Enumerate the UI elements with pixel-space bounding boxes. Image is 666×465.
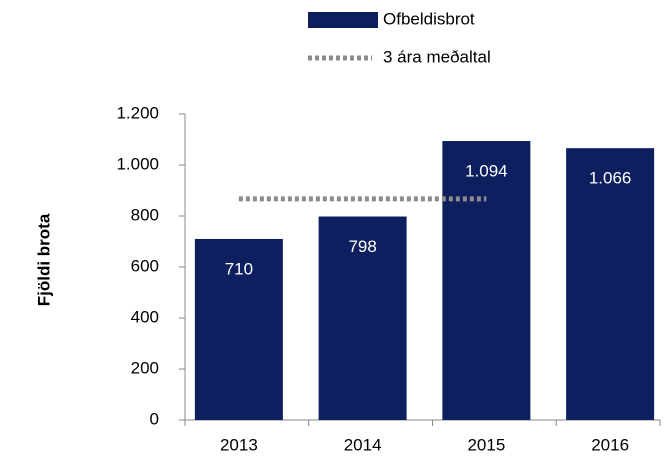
data-label: 1.066 [589, 169, 632, 188]
legend-label: 3 ára meðaltal [383, 47, 491, 66]
y-tick-label: 800 [131, 205, 159, 224]
y-tick-label: 600 [131, 256, 159, 275]
y-axis-title: Fjöldi brota [34, 213, 53, 306]
y-tick-label: 1.200 [116, 103, 159, 122]
data-label: 710 [225, 259, 253, 278]
bar [194, 238, 283, 420]
bar [318, 216, 407, 420]
y-tick-label: 0 [150, 409, 159, 428]
bar [442, 141, 531, 420]
y-tick-label: 1.000 [116, 154, 159, 173]
y-tick-label: 200 [131, 358, 159, 377]
legend-swatch [308, 12, 378, 28]
bar [566, 148, 655, 421]
legend-label: Ofbeldisbrot [383, 9, 475, 28]
data-label: 798 [348, 237, 376, 256]
y-tick-label: 400 [131, 307, 159, 326]
x-tick-label: 2014 [344, 435, 382, 454]
x-tick-label: 2013 [220, 435, 258, 454]
x-tick-label: 2016 [591, 435, 629, 454]
x-tick-label: 2015 [467, 435, 505, 454]
data-label: 1.094 [465, 162, 508, 181]
